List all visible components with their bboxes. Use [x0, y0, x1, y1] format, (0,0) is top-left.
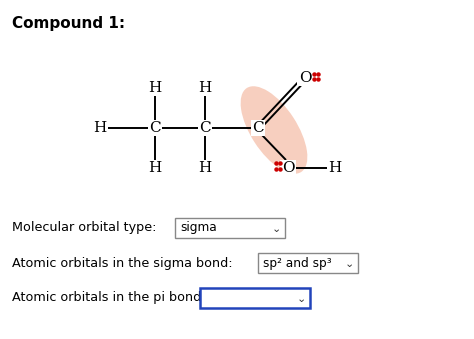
- Text: H: H: [148, 81, 162, 95]
- Text: C: C: [149, 121, 161, 135]
- Text: Atomic orbitals in the pi bond:: Atomic orbitals in the pi bond:: [12, 292, 206, 304]
- Ellipse shape: [241, 86, 307, 174]
- Text: C: C: [199, 121, 211, 135]
- Text: sp² and sp³: sp² and sp³: [263, 257, 332, 270]
- Text: ⌄: ⌄: [271, 224, 281, 234]
- Text: H: H: [199, 81, 211, 95]
- Text: Molecular orbital type:: Molecular orbital type:: [12, 221, 156, 235]
- Text: Atomic orbitals in the sigma bond:: Atomic orbitals in the sigma bond:: [12, 257, 233, 270]
- Text: H: H: [148, 161, 162, 175]
- Text: H: H: [199, 161, 211, 175]
- Text: sigma: sigma: [180, 221, 217, 235]
- Text: H: H: [93, 121, 107, 135]
- Text: Compound 1:: Compound 1:: [12, 16, 125, 31]
- Text: O: O: [282, 161, 294, 175]
- FancyBboxPatch shape: [175, 218, 285, 238]
- Text: O: O: [299, 71, 311, 85]
- Text: C: C: [252, 121, 264, 135]
- FancyBboxPatch shape: [200, 288, 310, 308]
- FancyBboxPatch shape: [258, 253, 358, 273]
- Text: ⌄: ⌄: [296, 294, 306, 304]
- Text: H: H: [328, 161, 342, 175]
- Text: ⌄: ⌄: [344, 259, 354, 269]
